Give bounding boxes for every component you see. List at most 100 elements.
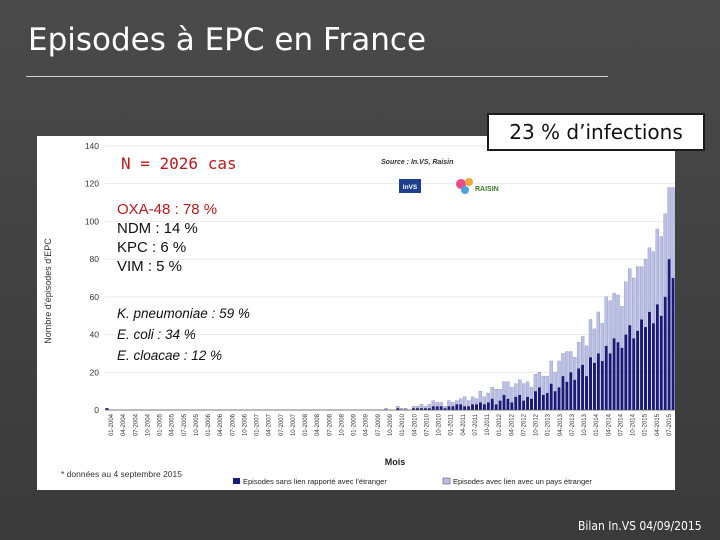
bar-no-link (553, 391, 557, 410)
bar-no-link (585, 376, 589, 410)
bar-with-link (423, 406, 428, 409)
bar-no-link (530, 398, 534, 410)
x-tick-label: 04-2008 (315, 413, 321, 436)
bar-with-link (533, 374, 538, 392)
bar-with-link (431, 400, 435, 407)
bar-with-link (545, 375, 549, 394)
y-axis-ticks: 0 20 40 60 80 100 120 140 (85, 141, 99, 415)
x-tick-label: 10-2006 (242, 413, 248, 436)
mechanism-item: NDM : 14 % (117, 220, 198, 237)
species-list: K. pneumoniae : 59 % E. coli : 34 % E. clo… (117, 306, 250, 363)
bar-no-link (624, 334, 628, 410)
x-tick-label: 10-2010 (437, 413, 443, 436)
y-tick-label: 20 (90, 367, 100, 377)
bar-no-link (577, 368, 581, 410)
bar-with-link (596, 311, 600, 354)
x-tick-label: 10-2004 (145, 413, 151, 436)
bar-no-link (581, 364, 585, 410)
bar-no-link (659, 315, 663, 410)
bar-with-link (659, 236, 663, 316)
bar-no-link (459, 404, 463, 410)
bar-no-link (608, 353, 612, 410)
x-tick-label: 01-2012 (497, 413, 503, 436)
bar-no-link (651, 323, 655, 410)
legend-label-with-link: Episodes avec lien avec un pays étranger (453, 477, 592, 486)
mechanism-item: VIM : 5 % (117, 258, 182, 275)
bar-no-link (588, 357, 592, 410)
gridlines (105, 145, 675, 411)
title-divider (26, 76, 608, 77)
bar-no-link (419, 408, 423, 410)
bar-with-link (490, 387, 494, 399)
bar-with-link (419, 404, 424, 409)
bar-with-link (459, 398, 463, 405)
bar-no-link (455, 404, 459, 410)
bar-with-link (671, 187, 675, 279)
bar-no-link (620, 347, 624, 410)
bar-with-link (636, 266, 640, 331)
bar-with-link (667, 187, 671, 260)
bar-with-link (474, 398, 479, 405)
bar-with-link (451, 402, 455, 407)
bar-no-link (518, 394, 522, 410)
y-tick-label: 60 (90, 292, 100, 302)
bar-with-link (608, 300, 612, 354)
bar-with-link (514, 383, 518, 397)
bar-with-link (537, 372, 542, 388)
y-tick-label: 40 (90, 330, 100, 340)
bar-with-link (624, 281, 628, 335)
bar-with-link (506, 381, 510, 399)
bar-no-link (671, 278, 675, 410)
x-axis-label: Mois (385, 457, 406, 467)
bar-with-link (435, 402, 439, 407)
bar-with-link (557, 360, 561, 388)
bar-no-link (632, 338, 636, 410)
bar-no-link (494, 404, 498, 410)
bar-no-link (640, 319, 644, 410)
bar-with-link (569, 351, 573, 373)
x-tick-label: 07-2013 (570, 413, 576, 436)
species-item: E. cloacae : 12 % (117, 348, 222, 363)
x-tick-label: 01-2015 (643, 413, 649, 436)
bar-no-link (647, 311, 651, 410)
bar-no-link (474, 404, 478, 410)
bar-with-link (486, 392, 490, 403)
bar-no-link (636, 330, 640, 410)
bar-with-link (612, 292, 616, 339)
bar-no-link (592, 362, 596, 410)
x-tick-label: 01-2006 (206, 413, 212, 436)
y-tick-label: 80 (90, 254, 100, 264)
x-tick-label: 10-2005 (194, 413, 200, 436)
footer-credit: Bilan In.VS 04/09/2015 (578, 519, 702, 533)
bar-no-link (655, 304, 659, 410)
bar-no-link (667, 259, 671, 410)
chart-panel: 0 20 40 60 80 100 120 140 01-2004 04-2004 07-2004… (37, 136, 675, 490)
bar-no-link (423, 408, 427, 410)
bar-no-link (644, 327, 648, 410)
bar-no-link (471, 404, 475, 410)
bar-no-link (506, 398, 510, 410)
bar-with-link (628, 268, 632, 326)
x-tick-label: 10-2014 (631, 413, 637, 436)
x-tick-label: 07-2015 (667, 413, 673, 436)
bar-no-link (612, 338, 616, 410)
bar-with-link (427, 404, 431, 409)
x-tick-label: 07-2010 (424, 413, 430, 436)
bar-with-link (470, 396, 475, 405)
bar-with-link (604, 296, 608, 347)
bar-with-link (549, 360, 553, 384)
bar-no-link (416, 408, 420, 410)
bar-with-link (411, 406, 416, 409)
bar-no-link (549, 383, 553, 410)
bar-no-link (427, 408, 431, 410)
bar-with-link (478, 391, 483, 403)
x-tick-label: 07-2007 (279, 413, 285, 436)
x-tick-label: 01-2013 (546, 413, 552, 436)
bar-no-link (604, 345, 608, 410)
x-tick-label: 10-2012 (534, 413, 540, 436)
bar-no-link (451, 406, 455, 410)
bar-no-link (431, 406, 435, 410)
series-with-link-bars (384, 187, 675, 411)
bar-no-link (514, 396, 518, 410)
svg-text:RAISIN: RAISIN (475, 186, 499, 193)
